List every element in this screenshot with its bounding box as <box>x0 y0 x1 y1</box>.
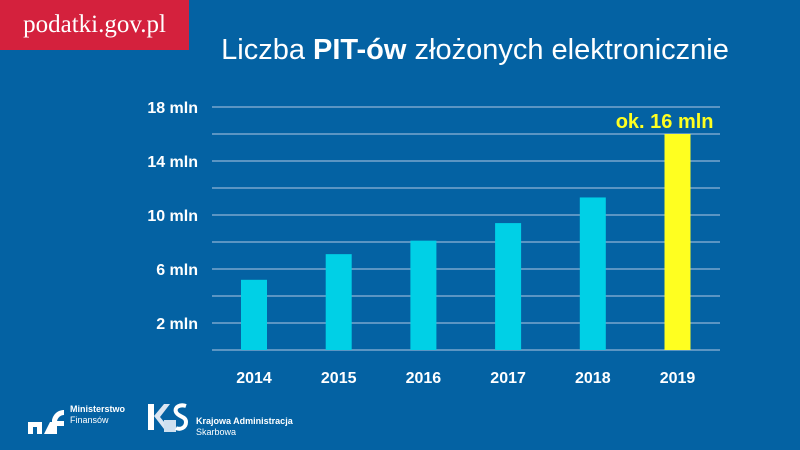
y-tick-label: 14 mln <box>147 154 198 171</box>
title-pre: Liczba <box>221 34 314 66</box>
kas-name: Krajowa Administracja Skarbowa <box>196 416 293 438</box>
kas-logo <box>146 402 190 436</box>
chart-title: Liczba PIT-ów złożonych elektronicznie <box>0 34 800 67</box>
kas-line2: Skarbowa <box>196 427 237 437</box>
mf-line2: Finansów <box>70 415 109 425</box>
x-tick-label: 2019 <box>660 370 696 387</box>
y-tick-label: 10 mln <box>147 208 198 225</box>
mf-logo <box>28 408 64 434</box>
x-tick-label: 2015 <box>321 370 357 387</box>
bar-2018 <box>579 197 606 350</box>
bar-2016 <box>410 240 437 350</box>
x-tick-label: 2018 <box>575 370 611 387</box>
title-bold: PIT-ów <box>313 34 407 66</box>
site-brand: podatki.gov.pl <box>0 0 189 50</box>
y-tick-label: 2 mln <box>156 316 198 333</box>
data-label-annotation: ok. 16 mln <box>616 111 714 133</box>
bar-2014 <box>241 279 267 350</box>
mf-line1: Ministerstwo <box>70 404 126 414</box>
title-post: złożonych elektronicznie <box>406 34 729 66</box>
mf-name: Ministerstwo Finansów <box>70 404 125 426</box>
bar-2015 <box>325 254 352 350</box>
y-tick-label: 18 mln <box>147 100 198 117</box>
kas-line1: Krajowa Administracja <box>196 416 293 426</box>
y-tick-label: 6 mln <box>156 262 198 279</box>
bar-2017 <box>495 223 522 350</box>
x-tick-label: 2014 <box>236 370 272 387</box>
x-tick-label: 2016 <box>406 370 442 387</box>
x-tick-label: 2017 <box>490 370 526 387</box>
bar-2019 <box>664 134 691 350</box>
